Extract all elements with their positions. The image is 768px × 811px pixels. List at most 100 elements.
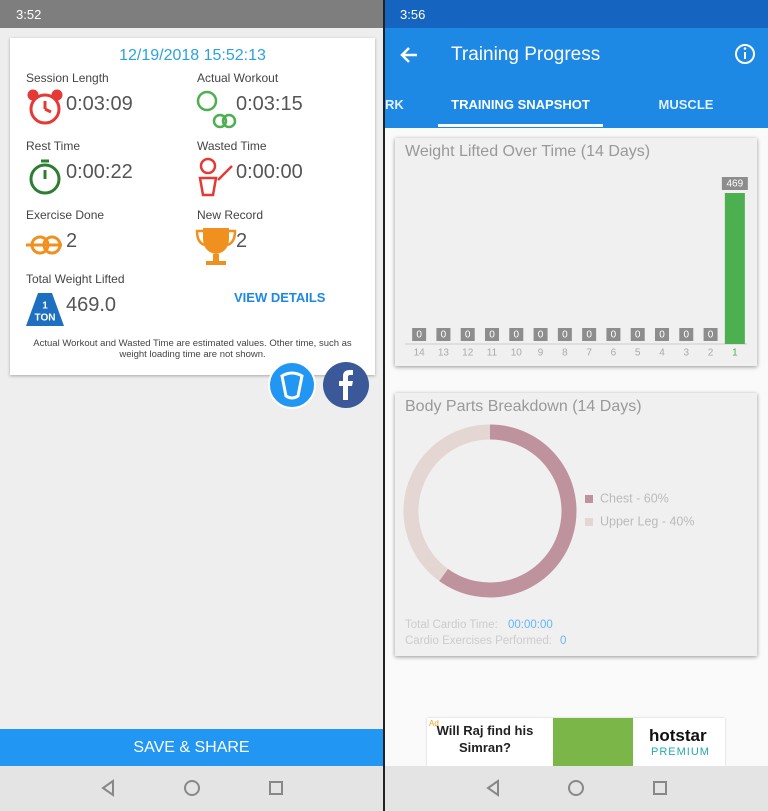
tab-indicator — [438, 124, 603, 127]
app-bar-icons — [400, 44, 755, 127]
value-label-bg — [630, 328, 645, 341]
tab[interactable]: TRAINING SNAPSHOT — [451, 97, 590, 112]
back-button[interactable] — [486, 779, 499, 797]
wasted-icon — [198, 157, 233, 197]
body-parts-card: Body Parts Breakdown (14 Days) Total Car… — [395, 393, 757, 656]
stopwatch-icon — [29, 159, 61, 195]
x-tick-label: 4 — [659, 348, 665, 359]
stat-label: Session Length — [26, 71, 109, 85]
weight-icon — [26, 293, 64, 326]
stat-value: 0:03:09 — [66, 93, 133, 115]
x-tick-label: 10 — [511, 348, 523, 359]
tab[interactable]: RK — [385, 97, 404, 112]
ad-brand: hotstar — [649, 726, 707, 745]
status-bar — [0, 0, 383, 28]
back-arrow[interactable] — [400, 47, 417, 63]
value-label: 0 — [659, 330, 665, 341]
stat-value: 0:03:15 — [236, 93, 303, 115]
status-bar — [385, 0, 768, 28]
value-label-bg — [533, 328, 548, 341]
legend-label: Upper Leg - 40% — [600, 514, 695, 528]
value-label-bg — [436, 328, 451, 341]
nav-bar — [0, 766, 383, 811]
chart-title: Weight Lifted Over Time (14 Days) — [405, 143, 650, 160]
value-label-bg — [485, 328, 499, 341]
stat-label: New Record — [197, 208, 264, 222]
save-share-button[interactable]: SAVE & SHARE — [0, 729, 383, 766]
donut-slice — [403, 424, 491, 581]
value-label: 0 — [611, 330, 617, 341]
chart-title: Body Parts Breakdown (14 Days) — [405, 398, 642, 415]
stat-value: 469.0 — [66, 294, 117, 316]
left-screen: 3:52 12/19/2018 15:52:13 Session Length … — [0, 0, 383, 811]
stat-value: 2 — [236, 230, 248, 252]
status-time: 3:52 — [16, 7, 42, 22]
note: Actual Workout and Wasted Time are estim… — [33, 338, 352, 360]
app-share-button[interactable] — [268, 361, 316, 409]
value-label: 0 — [562, 330, 568, 341]
value-label: 0 — [416, 330, 422, 341]
x-tick-label: 8 — [562, 348, 568, 359]
x-tick-label: 6 — [611, 348, 617, 359]
x-tick-label: 7 — [586, 348, 592, 359]
nav-icons — [486, 779, 667, 797]
stat-value: 0:00:22 — [66, 161, 133, 183]
value-label-bg — [582, 328, 597, 341]
back-button[interactable] — [101, 779, 114, 797]
x-tick-label: 11 — [487, 348, 498, 359]
ton-icon-text: TON — [35, 313, 56, 324]
value-label-bg — [679, 328, 694, 341]
value-label-bg — [655, 328, 669, 341]
x-tick-label: 2 — [708, 348, 714, 359]
donut-chart: Body Parts Breakdown (14 Days) Total Car… — [403, 398, 695, 647]
recents-button[interactable] — [269, 781, 283, 795]
ton-icon-text: 1 — [42, 301, 48, 312]
stat-label: Wasted Time — [197, 139, 267, 153]
stat-value: 2 — [66, 230, 78, 252]
ad-badge: Ad — [429, 719, 439, 728]
x-tick-label: 12 — [462, 348, 474, 359]
value-label: 0 — [708, 330, 714, 341]
view-details-link[interactable]: VIEW DETAILS — [234, 290, 326, 305]
value-label-bg — [460, 328, 475, 341]
value-label-bg — [606, 328, 621, 341]
bar-chart: Weight Lifted Over Time (14 Days) 0 1 4 0 13… — [405, 143, 748, 359]
ad-headline: Will Raj find his Simran? — [436, 723, 534, 755]
legend-swatch — [585, 495, 593, 503]
facebook-share-button[interactable] — [323, 362, 369, 408]
recents-button[interactable] — [653, 781, 667, 795]
value-label: 0 — [684, 330, 690, 341]
x-tick-label: 13 — [438, 348, 450, 359]
date: 12/19/2018 15:52:13 — [119, 47, 266, 64]
right-screen: 3:56 Training Progress RK TRAINING SNAPS… — [385, 0, 768, 811]
value-label: 0 — [538, 330, 544, 341]
value-label-bg — [721, 177, 748, 190]
summary-card — [10, 38, 375, 375]
ad-banner[interactable]: Ad Will Raj find his Simran? hotstar PRE… — [427, 718, 725, 766]
trophy-icon — [195, 228, 237, 265]
cardio-value: 0 — [560, 635, 566, 647]
screen-title: Training Progress — [451, 44, 601, 65]
cardio-label: Cardio Exercises Performed: — [405, 635, 552, 647]
weight-card: Weight Lifted Over Time (14 Days) 0 1 4 0 13… — [395, 138, 757, 366]
stat-value: 0:00:00 — [236, 161, 303, 183]
donut-slice — [439, 424, 577, 598]
stat-label: Exercise Done — [26, 208, 105, 222]
x-tick-label: 9 — [538, 348, 544, 359]
ad-image — [553, 718, 633, 766]
ad-tier: PREMIUM — [651, 746, 710, 758]
icons: 1 TON — [26, 89, 369, 409]
tab[interactable]: MUSCLE — [658, 97, 714, 112]
x-tick-label: 5 — [635, 348, 641, 359]
value-label: 0 — [465, 330, 471, 341]
x-tick-label: 1 — [732, 348, 738, 359]
app-bar — [385, 28, 768, 128]
info-button[interactable] — [735, 44, 755, 64]
home-button[interactable] — [184, 780, 200, 796]
home-button[interactable] — [568, 780, 584, 796]
value-label: 0 — [489, 330, 495, 341]
value-label: 0 — [441, 330, 447, 341]
status-time: 3:56 — [400, 7, 426, 22]
